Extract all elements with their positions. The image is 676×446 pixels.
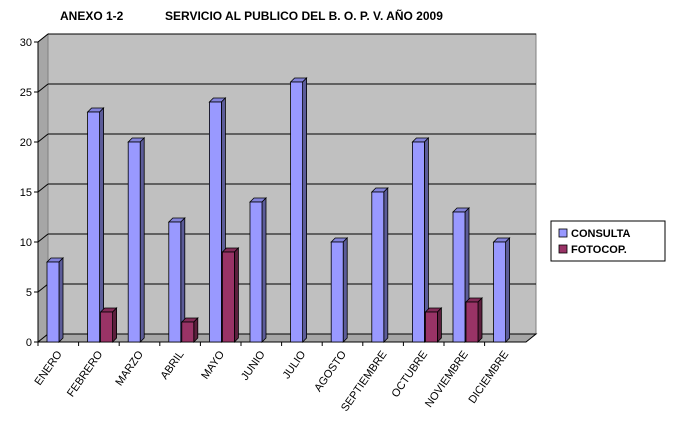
legend-swatch [558,228,568,238]
bar-front [424,311,438,343]
gridline-side [37,33,49,43]
x-tick-label: DICIEMBRE [466,349,511,406]
plot-area: 0 5 10 15 20 25 30 ENERO FEBRERO MARZO ABRIL MAYO JU… [20,32,538,414]
bar-front [465,301,479,343]
bar-front [46,261,60,343]
bar-front [452,211,466,343]
bar-consulta [289,77,308,343]
bar-front [330,241,344,343]
bar-side [477,297,483,343]
bar-front [249,201,263,343]
legend-box [550,220,666,262]
x-tick-label: ABRIL [158,349,186,382]
bar-consulta [411,137,430,343]
legend: CONSULTA FOTOCOP. [550,220,666,262]
bar-front [493,241,507,343]
x-tick-label: FEBRERO [65,348,106,399]
bar-consulta [249,197,267,343]
bar-side [505,237,511,343]
x-tick-label: NOVIEMBRE [423,349,471,410]
y-tick-label: 10 [20,237,32,249]
x-tick-label: JUNIO [239,348,268,382]
gridline-side [37,83,49,93]
bar-fotocop [99,307,118,343]
bar-side [302,77,308,343]
chart-annex-label: ANEXO 1-2 [60,9,124,23]
bar-side [436,307,442,343]
y-tick-label: 15 [20,187,32,199]
bar-side [139,137,145,343]
bar-fotocop [424,307,443,343]
gridline-side [37,133,49,143]
bar-consulta [330,237,349,343]
bar-fotocop [221,247,240,343]
bar-front [208,101,222,343]
bar-front [411,141,425,343]
gridline-side [37,183,49,193]
x-tick-label: OCTUBRE [389,349,430,400]
bar-side [112,307,117,343]
bar-consulta [127,137,146,343]
legend-label: CONSULTA [571,228,631,240]
bar-front [168,221,182,343]
x-tick-label: MAYO [199,348,227,381]
y-tick-label: 30 [20,37,32,49]
bar-side [193,317,199,343]
y-tick-label: 20 [20,137,32,149]
bar-front [181,321,195,343]
bar-side [342,237,348,343]
bar-fotocop [465,297,483,343]
bar-side [383,187,389,343]
x-tick-label: MARZO [113,348,146,388]
bar-fotocop [180,317,199,343]
y-tick-label: 25 [20,87,32,99]
bar-consulta [370,187,389,343]
gridline-side [37,233,49,243]
y-tick-label: 0 [26,337,32,349]
legend-label: FOTOCOP. [571,244,627,256]
bar-side [261,197,267,343]
bar-front [290,81,304,343]
bar-front [100,311,113,343]
bar-side [99,107,104,343]
bar-side [58,257,64,343]
bar-consulta [492,237,511,343]
bar-front [371,191,385,343]
x-tick-label: ENERO [32,348,65,387]
bar-consulta [46,257,64,343]
x-tick-label: AGOSTO [312,348,349,394]
chart-title: SERVICIO AL PUBLICO DEL B. O. P. V. AÑO … [165,8,443,23]
bar-front [87,111,100,343]
y-tick-label: 5 [26,287,32,299]
legend-swatch [558,244,568,254]
bar-consulta [86,107,105,343]
x-tick-label: JULIO [281,348,309,381]
bar-front [221,251,235,343]
bar-side [233,247,239,343]
bar-front [127,141,141,343]
gridline-side [37,283,49,293]
